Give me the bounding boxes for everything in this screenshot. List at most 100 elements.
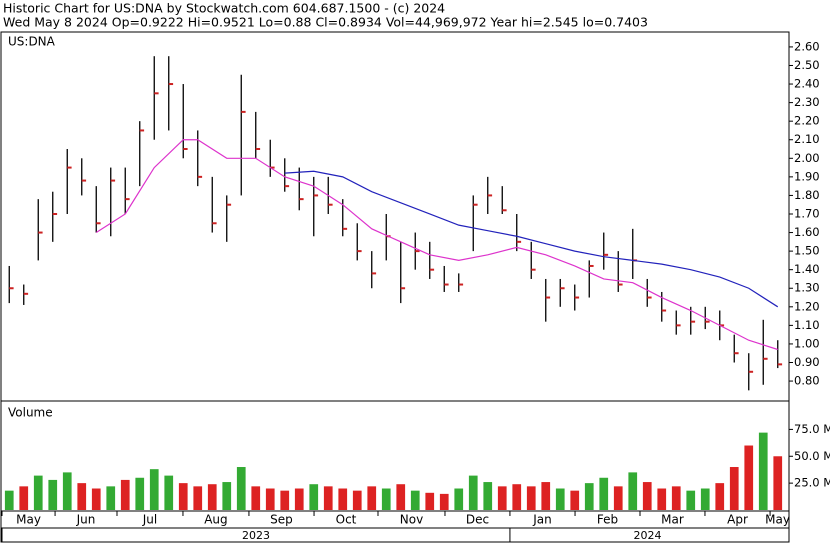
volume-bar [265,488,275,510]
volume-bar [715,483,725,510]
y-tick-label: 1.90 [794,169,820,183]
x-tick-label: Jul [142,513,157,527]
x-tick-label: Mar [661,513,684,527]
volume-bar [193,486,203,510]
y-tick-label: 1.30 [794,281,820,295]
chart-subtitle: Wed May 8 2024 Op=0.9222 Hi=0.9521 Lo=0.… [3,15,648,30]
volume-bar [599,477,609,510]
y-tick-label: 2.50 [794,58,820,72]
y-tick-label: 2.40 [794,77,820,91]
y-tick-label: 1.10 [794,318,820,332]
x-tick-label: May [16,513,41,527]
x-tick-label: Aug [204,513,227,527]
volume-bar [19,486,29,510]
moving-average [95,139,778,351]
volume-bar [570,490,580,510]
volume-bar [120,479,130,510]
y-tick-label: 1.80 [794,188,820,202]
volume-bar [744,445,754,510]
volume-bar [207,484,217,510]
volume-bar [454,488,464,510]
volume-bar [512,484,522,510]
y2-tick-label: 25.0 M [794,476,830,490]
year-label: 2024 [633,529,661,542]
x-tick-label: Sep [270,513,293,527]
symbol-label: US:DNA [8,35,56,49]
x-tick-label: Nov [400,513,423,527]
volume-bar [178,483,188,510]
y-tick-label: 1.70 [794,206,820,220]
year-label: 2023 [242,529,270,542]
y-tick-label: 1.50 [794,244,820,258]
moving-average [284,170,779,308]
volume-bar [381,488,391,510]
volume-bar [367,486,377,510]
volume-bar [642,482,652,510]
y-tick-label: 1.00 [794,336,820,350]
volume-bar [77,483,87,510]
volume-bar [773,456,783,510]
volume-bar [396,484,406,510]
y-tick-label: 1.40 [794,262,820,276]
volume-bar [425,492,435,510]
chart-title: Historic Chart for US:DNA by Stockwatch.… [3,1,445,16]
volume-bar [106,486,116,510]
x-tick-label: Dec [466,513,489,527]
y-tick-label: 0.90 [794,355,820,369]
x-tick-label: Feb [597,513,618,527]
volume-bar [236,467,246,510]
volume-bar [758,432,768,510]
volume-bar [729,467,739,510]
volume-bar [686,490,696,510]
volume-bar [338,488,348,510]
volume-bar [526,486,536,510]
x-tick-label: May [765,513,790,527]
volume-bar [294,488,304,510]
x-tick-label: Apr [727,513,748,527]
y-tick-label: 2.10 [794,132,820,146]
volume-bar [33,475,43,510]
year-band [0,527,790,543]
volume-bar [135,477,145,510]
y-tick-label: 2.00 [794,151,820,165]
volume-bar [497,486,507,510]
price-panel [0,31,790,402]
y-tick-label: 2.60 [794,39,820,53]
x-tick-label: Jan [532,513,552,527]
volume-bar [584,483,594,510]
y2-tick-label: 75.0 M [794,422,830,436]
volume-bar [483,482,493,510]
y-tick-label: 0.80 [794,374,820,388]
y-tick-label: 1.60 [794,225,820,239]
volume-bar [671,486,681,510]
volume-bar [251,486,261,510]
x-tick-label: Oct [336,513,357,527]
volume-bar [468,475,478,510]
volume-bar [48,479,58,510]
volume-bar [541,482,551,510]
volume-bar [323,486,333,510]
y-tick-label: 1.20 [794,299,820,313]
y2-tick-label: 50.0 M [794,449,830,463]
volume-bar [352,490,362,510]
volume-bar [280,490,290,510]
volume-bar [439,493,449,510]
volume-panel [0,400,790,512]
volume-bar [4,490,14,510]
volume-label: Volume [8,406,53,420]
volume-bar [62,472,72,510]
y-tick-label: 2.20 [794,114,820,128]
volume-bar [164,475,174,510]
volume-bar [309,484,319,510]
volume-bar [657,488,667,510]
volume-bar [628,472,638,510]
y-tick-label: 2.30 [794,95,820,109]
x-tick-label: Jun [76,513,96,527]
volume-bar [410,490,420,510]
volume-bar [700,488,710,510]
volume-bar [149,469,159,510]
volume-bar [555,488,565,510]
volume-bar [222,482,232,510]
volume-bar [613,486,623,510]
